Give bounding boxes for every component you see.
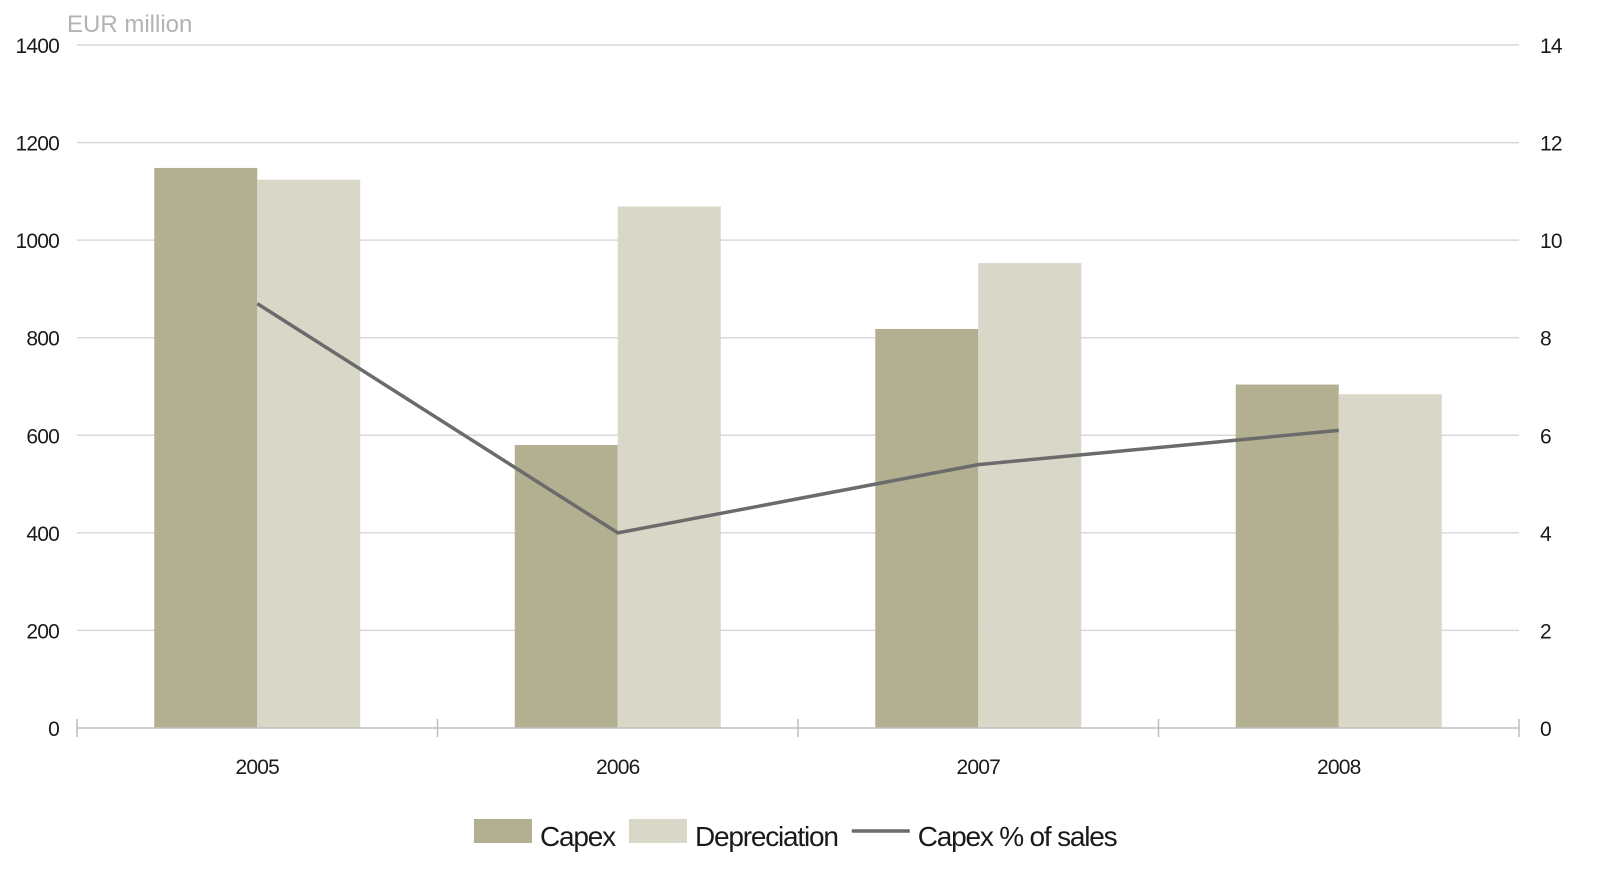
y-left-tick-label: 600 bbox=[26, 425, 59, 448]
y-left-tick-label: 1200 bbox=[15, 133, 59, 156]
legend-item: Capex % of sales bbox=[851, 821, 1118, 852]
bar-capex bbox=[154, 167, 258, 728]
y-left-tick-label: 0 bbox=[48, 718, 59, 741]
bar-series bbox=[154, 167, 1442, 729]
y-right-tick-label: 8 bbox=[1540, 328, 1551, 351]
x-tick-label: 2007 bbox=[956, 756, 1000, 779]
bar-depreciation bbox=[1338, 394, 1442, 728]
legend-swatch bbox=[628, 819, 687, 843]
y-right-tick-label: 4 bbox=[1540, 523, 1552, 546]
y-left-tick-label: 200 bbox=[26, 620, 59, 643]
y-right-tick-label: 14 bbox=[1540, 35, 1563, 58]
x-tick-label: 2008 bbox=[1317, 756, 1361, 779]
bar-depreciation bbox=[617, 206, 721, 728]
bar-capex bbox=[514, 445, 618, 728]
x-axis bbox=[76, 719, 1520, 737]
x-tick-label: 2006 bbox=[596, 756, 640, 779]
bar-capex bbox=[1235, 384, 1339, 728]
bar-capex bbox=[875, 328, 979, 728]
x-tick-label: 2005 bbox=[235, 756, 279, 779]
bar-depreciation bbox=[978, 263, 1082, 728]
legend-swatch bbox=[474, 819, 532, 843]
legend-label: Depreciation bbox=[695, 821, 838, 852]
legend-item: Depreciation bbox=[628, 819, 839, 852]
legend-item: Capex bbox=[474, 819, 617, 852]
legend-label: Capex % of sales bbox=[918, 821, 1117, 852]
line-capex-pct-of-sales bbox=[256, 302, 1339, 535]
bar-depreciation bbox=[257, 179, 361, 729]
y-left-tick-label: 1400 bbox=[15, 35, 59, 58]
legend: Capex Depreciation Capex % of sales bbox=[474, 819, 1118, 852]
axis-labels: 0 200 400 600 800 1000 1200 1400 0 2 4 6 8 10 12 14 2005… bbox=[15, 35, 1563, 779]
y-left-tick-label: 800 bbox=[26, 328, 59, 351]
left-axis-unit-label: EUR million bbox=[67, 11, 192, 38]
y-right-tick-label: 6 bbox=[1540, 425, 1551, 448]
y-right-tick-label: 12 bbox=[1540, 133, 1562, 156]
y-right-tick-label: 2 bbox=[1540, 620, 1551, 643]
y-left-tick-label: 1000 bbox=[15, 230, 59, 253]
y-right-tick-label: 10 bbox=[1540, 230, 1562, 253]
y-right-tick-label: 0 bbox=[1540, 718, 1551, 741]
y-left-tick-label: 400 bbox=[26, 523, 59, 546]
line-series bbox=[256, 302, 1339, 535]
legend-label: Capex bbox=[540, 821, 616, 852]
